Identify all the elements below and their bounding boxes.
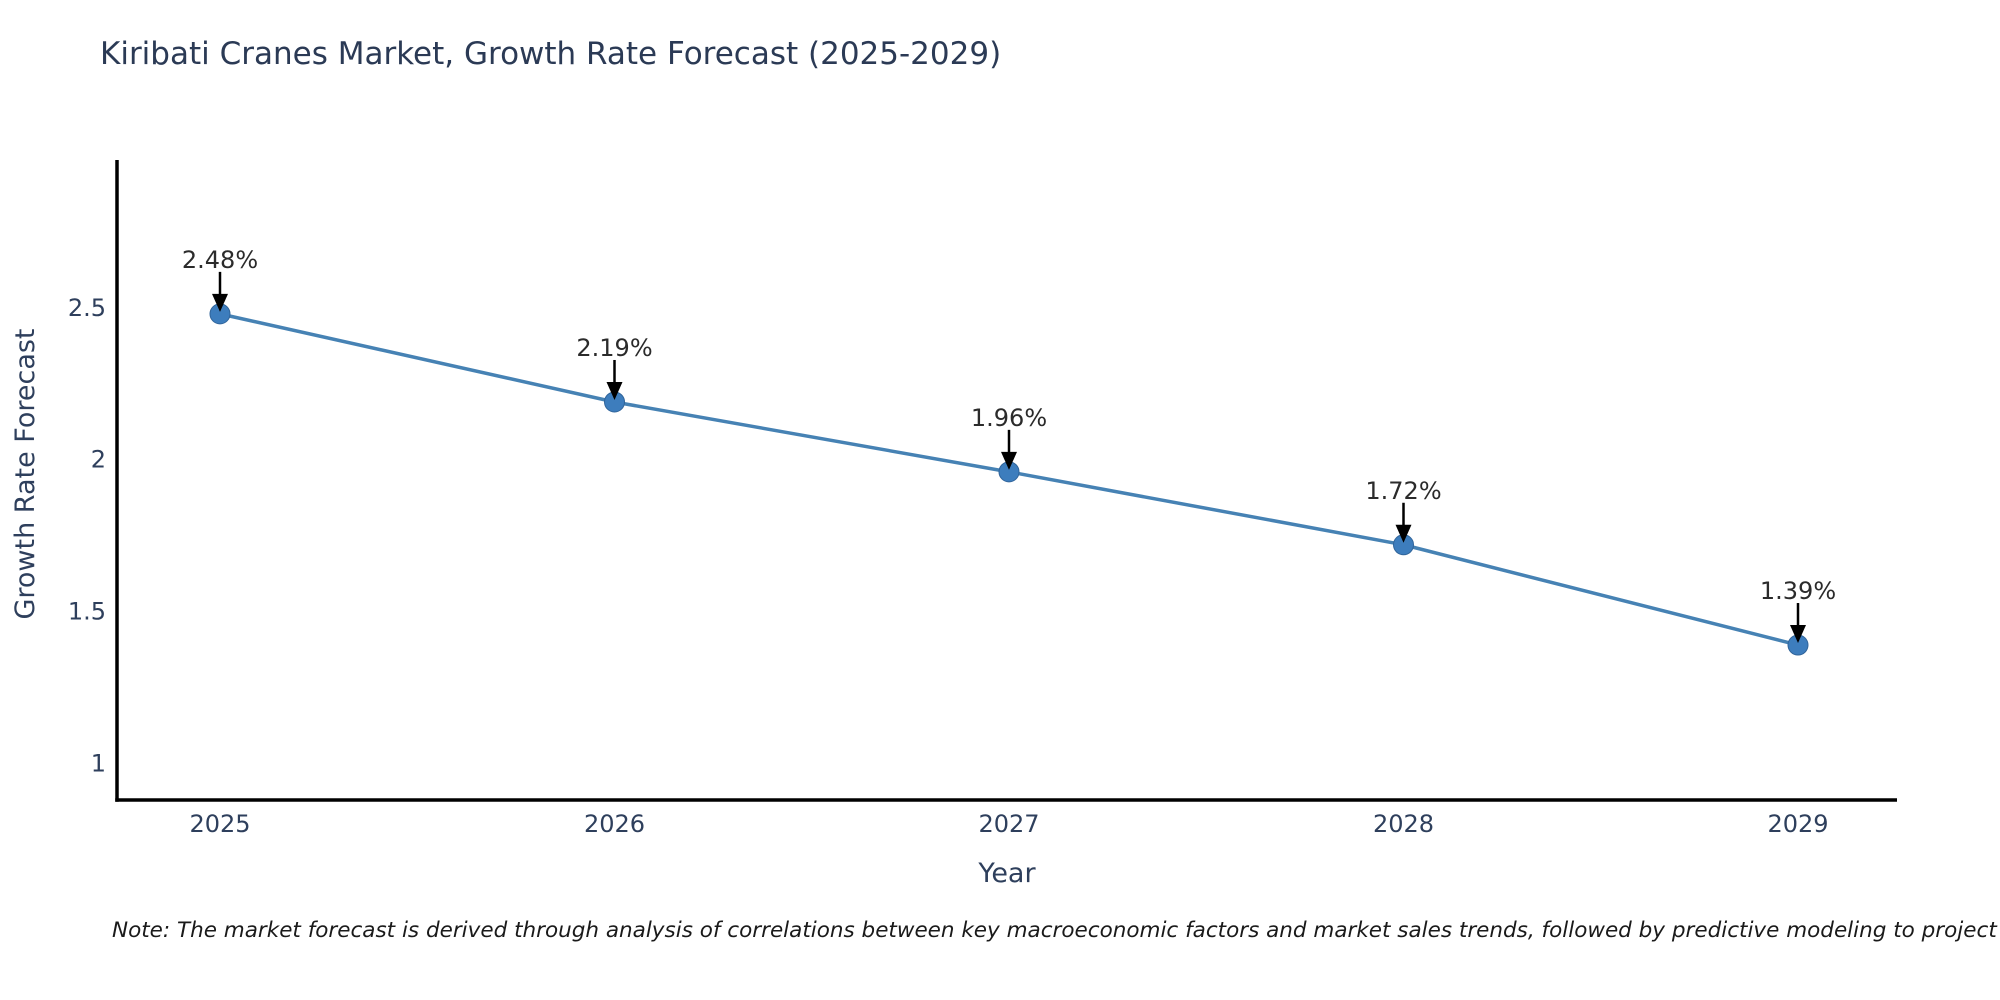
point-value-label: 2.48% xyxy=(182,246,258,274)
y-tick-label: 2.5 xyxy=(68,294,106,322)
point-value-label: 1.72% xyxy=(1365,477,1441,505)
chart-title: Kiribati Cranes Market, Growth Rate Fore… xyxy=(100,36,1002,72)
y-tick-label: 1 xyxy=(91,750,106,778)
y-tick-label: 1.5 xyxy=(68,598,106,626)
annotation-arrowhead-icon xyxy=(212,293,228,312)
x-tick-label: 2025 xyxy=(189,810,250,838)
x-tick-label: 2027 xyxy=(978,810,1039,838)
point-value-label: 1.39% xyxy=(1760,577,1836,605)
y-tick-label: 2 xyxy=(91,446,106,474)
annotation-arrowhead-icon xyxy=(1001,451,1017,470)
data-series xyxy=(209,303,1809,656)
point-value-label: 2.19% xyxy=(576,334,652,362)
x-tick-label: 2029 xyxy=(1767,810,1828,838)
annotation-arrowhead-icon xyxy=(1790,625,1806,644)
point-value-label: 1.96% xyxy=(971,404,1047,432)
methodology-note: Note: The market forecast is derived thr… xyxy=(112,918,2000,943)
annotation-arrowhead-icon xyxy=(1395,524,1412,543)
y-axis-ticks: 1 1.5 2 2.5 xyxy=(68,294,106,778)
annotation-arrowhead-icon xyxy=(606,381,623,400)
point-annotations: 2.48% 2.19% 1.96% 1.72% 1.39% xyxy=(182,246,1836,644)
y-axis-title: Growth Rate Forecast xyxy=(10,328,41,619)
x-axis-ticks: 2025 2026 2027 2028 2029 xyxy=(189,810,1828,838)
x-tick-label: 2028 xyxy=(1373,810,1434,838)
x-axis-title: Year xyxy=(977,858,1036,889)
x-tick-label: 2026 xyxy=(584,810,645,838)
